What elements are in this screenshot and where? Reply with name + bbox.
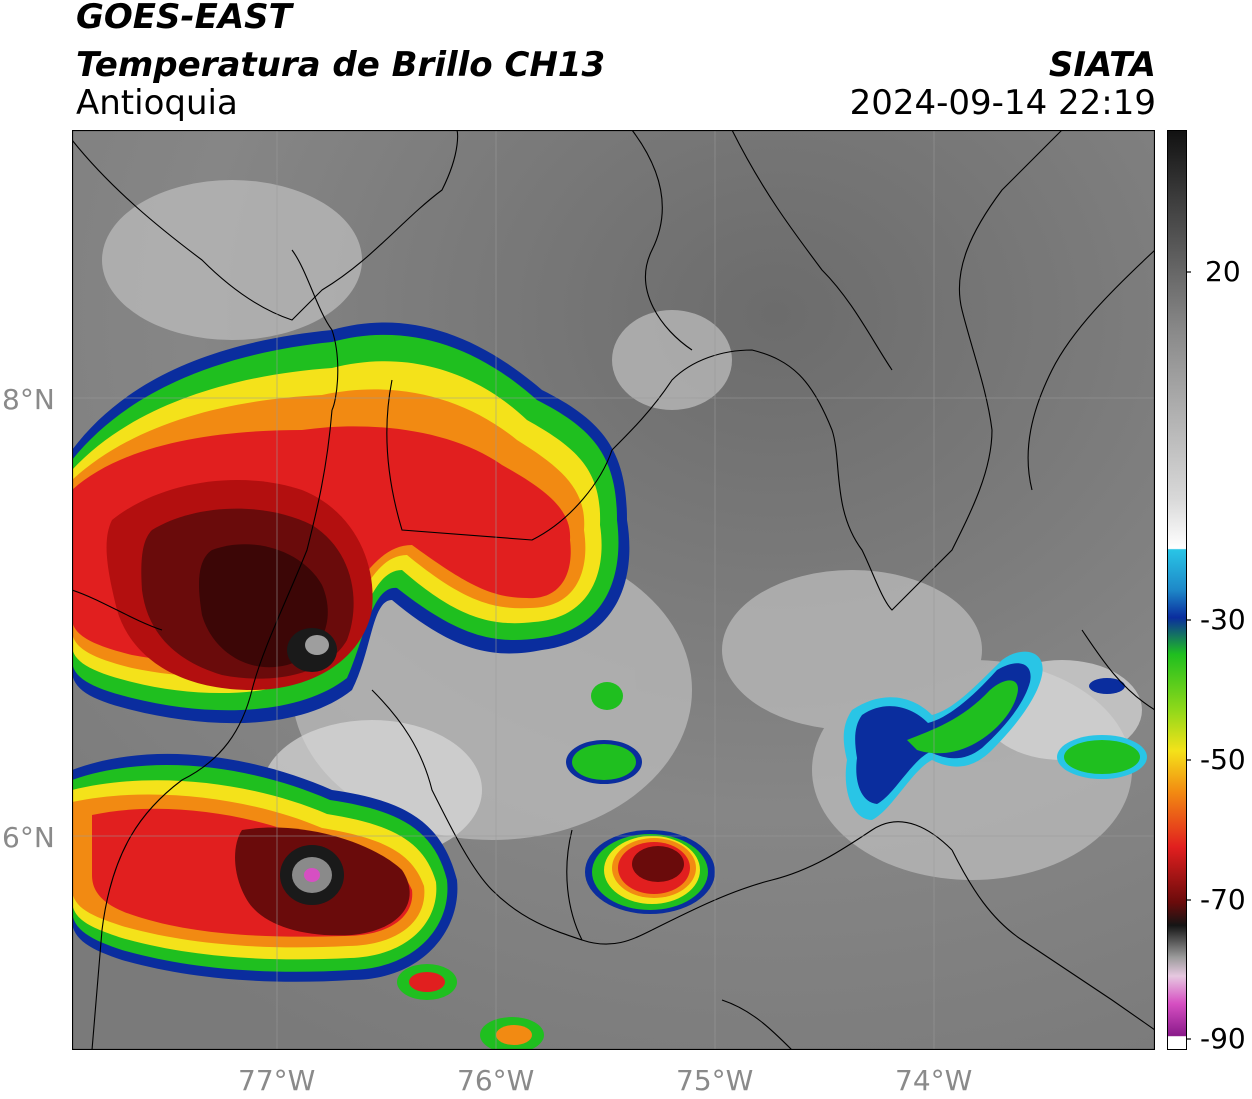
lon-label-75w: 75°W: [676, 1064, 754, 1097]
lon-label-76w: 76°W: [457, 1064, 535, 1097]
convective-system-south: [72, 753, 458, 982]
colorbar-tick-minus70: -70: [1200, 883, 1246, 916]
lon-label-77w: 77°W: [238, 1064, 316, 1097]
lon-label-74w: 74°W: [895, 1064, 973, 1097]
agency-label: SIATA: [1048, 45, 1156, 85]
colorbar-tick-minus90: -90: [1200, 1022, 1246, 1055]
lat-label-6n: 6°N: [2, 821, 55, 854]
datetime-label: 2024-09-14 22:19: [849, 83, 1156, 123]
satellite-title: GOES-EAST: [76, 0, 292, 37]
product-title: Temperatura de Brillo CH13: [76, 45, 606, 85]
convective-cell-east: [843, 651, 1147, 820]
convective-system-north: [72, 322, 630, 724]
temperature-colorbar: [1167, 130, 1191, 1050]
colorbar-tick-minus50: -50: [1200, 743, 1246, 776]
colorbar-tick-20: 20: [1205, 255, 1241, 288]
graticule: [72, 130, 1155, 1050]
colorbar-tick-minus30: -30: [1200, 603, 1246, 636]
lat-label-8n: 8°N: [2, 383, 55, 416]
satellite-map: [72, 130, 1155, 1050]
region-label: Antioquia: [76, 83, 238, 123]
administrative-boundaries: [72, 130, 1155, 1050]
convective-cell-central: [585, 830, 715, 914]
